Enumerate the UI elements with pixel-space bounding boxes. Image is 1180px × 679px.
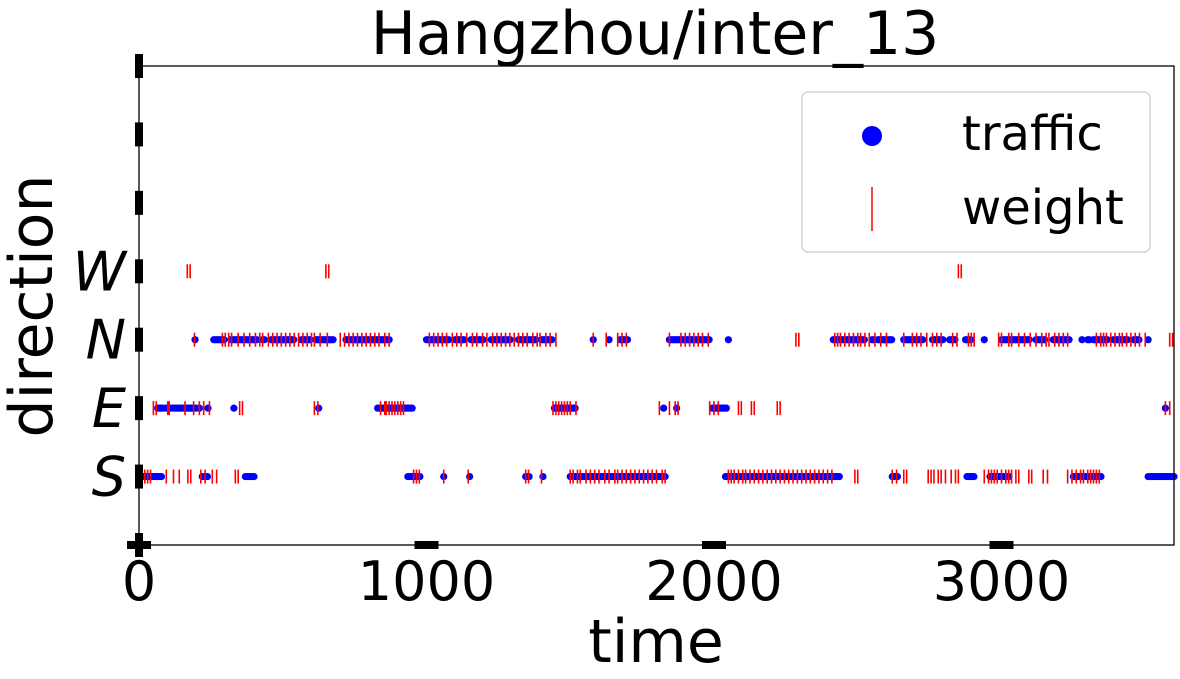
traffic-point xyxy=(1123,336,1132,344)
traffic-point xyxy=(571,404,579,412)
traffic-point xyxy=(673,404,681,412)
x-tick-label: 1000 xyxy=(358,550,495,613)
legend-frame xyxy=(801,91,1151,253)
traffic-point xyxy=(230,404,238,412)
y-axis-label: direction xyxy=(0,175,67,438)
traffic-point xyxy=(1078,336,1086,344)
traffic-point xyxy=(539,472,547,481)
x-tick-label: 0 xyxy=(122,550,156,613)
y-tick-label: S xyxy=(92,446,126,509)
traffic-point xyxy=(329,336,337,344)
traffic-point xyxy=(660,404,668,412)
traffic-point xyxy=(980,336,988,344)
traffic-point xyxy=(250,472,258,481)
traffic-point xyxy=(315,404,323,412)
y-tick-label: W xyxy=(73,240,129,303)
x-tick-label: 2000 xyxy=(645,550,782,613)
legend: traffic weight xyxy=(801,91,1151,253)
traffic-point xyxy=(705,336,713,344)
traffic-point xyxy=(724,336,732,344)
traffic-point xyxy=(157,472,166,481)
traffic-point xyxy=(1025,336,1033,344)
y-tick-label: E xyxy=(92,377,127,440)
traffic-point xyxy=(460,336,468,344)
chart-title: Hangzhou/inter_13 xyxy=(371,0,940,69)
traffic-point xyxy=(623,336,632,344)
traffic-point xyxy=(835,472,843,481)
x-tick-label: 3000 xyxy=(933,550,1070,613)
traffic-point xyxy=(1103,336,1111,344)
legend-traffic-marker xyxy=(862,126,882,146)
traffic-point xyxy=(1144,336,1152,344)
traffic-point xyxy=(1065,336,1073,344)
x-axis-label: time xyxy=(588,607,724,677)
traffic-point xyxy=(204,404,212,412)
y-tick-label: N xyxy=(86,309,126,372)
traffic-point xyxy=(893,472,902,481)
traffic-point xyxy=(466,472,474,481)
traffic-point xyxy=(888,336,896,344)
traffic-point xyxy=(722,404,730,412)
traffic-point xyxy=(970,472,978,481)
data-marks xyxy=(135,264,1178,484)
legend-weight-label: weight xyxy=(962,180,1124,236)
legend-traffic-label: traffic xyxy=(962,106,1103,162)
traffic-point xyxy=(408,404,416,412)
traffic-point xyxy=(605,336,613,344)
plot-frame xyxy=(138,65,1175,546)
